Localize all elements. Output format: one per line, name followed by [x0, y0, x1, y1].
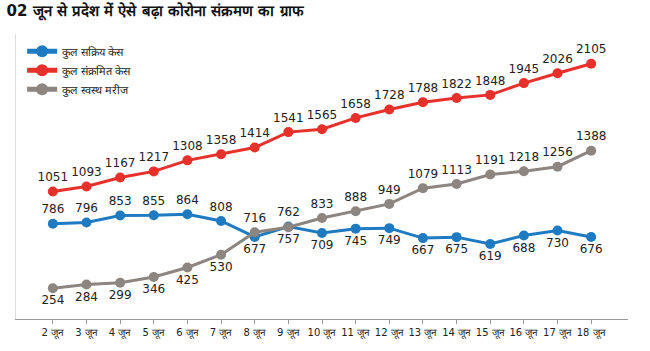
svg-text:745: 745 — [344, 234, 367, 248]
svg-text:688: 688 — [512, 241, 535, 255]
svg-text:786: 786 — [41, 202, 64, 216]
svg-text:1658: 1658 — [340, 97, 371, 111]
svg-text:1113: 1113 — [441, 163, 472, 177]
svg-text:675: 675 — [445, 242, 468, 256]
svg-text:7 जून: 7 जून — [210, 327, 233, 339]
svg-text:1093: 1093 — [71, 165, 102, 179]
svg-text:4 जून: 4 जून — [109, 327, 132, 339]
svg-text:709: 709 — [311, 238, 334, 252]
svg-text:1358: 1358 — [206, 133, 237, 147]
svg-text:677: 677 — [243, 242, 266, 256]
svg-text:796: 796 — [75, 201, 98, 215]
svg-text:3 जून: 3 जून — [75, 327, 98, 339]
svg-text:1388: 1388 — [576, 129, 607, 143]
svg-text:1414: 1414 — [239, 126, 270, 140]
svg-text:667: 667 — [411, 243, 434, 257]
svg-text:1308: 1308 — [172, 139, 203, 153]
svg-text:8 जून: 8 जून — [243, 327, 266, 339]
svg-text:15 जून: 15 जून — [476, 327, 505, 339]
svg-text:कुल सक्रिय केस: कुल सक्रिय केस — [62, 46, 124, 59]
svg-text:853: 853 — [109, 194, 132, 208]
svg-text:762: 762 — [277, 205, 300, 219]
svg-text:1256: 1256 — [542, 145, 573, 159]
svg-text:1565: 1565 — [307, 108, 338, 122]
svg-text:284: 284 — [75, 290, 98, 304]
svg-text:676: 676 — [580, 242, 603, 256]
svg-text:425: 425 — [176, 273, 199, 287]
svg-text:1945: 1945 — [509, 62, 540, 76]
svg-text:9 जून: 9 जून — [277, 327, 300, 339]
svg-text:730: 730 — [546, 236, 569, 250]
svg-text:17 जून: 17 जून — [543, 327, 572, 339]
svg-text:14 जून: 14 जून — [442, 327, 471, 339]
svg-text:1051: 1051 — [38, 170, 69, 184]
svg-text:कुल संक्रमित केस: कुल संक्रमित केस — [62, 65, 131, 78]
svg-text:2105: 2105 — [576, 42, 607, 56]
svg-text:1728: 1728 — [374, 88, 405, 102]
svg-text:716: 716 — [243, 211, 266, 225]
svg-text:2 जून: 2 जून — [42, 327, 65, 339]
svg-text:1079: 1079 — [408, 167, 439, 181]
svg-text:254: 254 — [41, 293, 64, 307]
svg-text:12 जून: 12 जून — [375, 327, 404, 339]
svg-text:6 जून: 6 जून — [176, 327, 199, 339]
svg-text:10 जून: 10 जून — [308, 327, 337, 339]
svg-text:कुल स्वस्थ मरीज: कुल स्वस्थ मरीज — [62, 84, 129, 97]
svg-text:833: 833 — [311, 197, 334, 211]
svg-text:02 जून से प्रदेश में ऐसे बढ़ा: 02 जून से प्रदेश में ऐसे बढ़ा कोरोना संक… — [7, 2, 305, 21]
svg-text:949: 949 — [378, 183, 401, 197]
svg-text:619: 619 — [479, 249, 502, 263]
svg-text:13 जून: 13 जून — [408, 327, 437, 339]
svg-text:18 जून: 18 जून — [577, 327, 606, 339]
svg-text:855: 855 — [142, 194, 165, 208]
svg-text:16 जून: 16 जून — [509, 327, 538, 339]
svg-text:299: 299 — [109, 288, 132, 302]
svg-text:5 जून: 5 जून — [143, 327, 166, 339]
svg-text:1191: 1191 — [475, 153, 506, 167]
svg-text:888: 888 — [344, 190, 367, 204]
svg-text:864: 864 — [176, 193, 199, 207]
svg-text:11 जून: 11 जून — [341, 327, 370, 339]
svg-text:530: 530 — [210, 260, 233, 274]
svg-text:757: 757 — [277, 232, 300, 246]
svg-text:749: 749 — [378, 233, 401, 247]
svg-text:1218: 1218 — [509, 150, 540, 164]
svg-text:808: 808 — [210, 200, 233, 214]
svg-text:2026: 2026 — [542, 52, 573, 66]
svg-text:1822: 1822 — [441, 77, 472, 91]
svg-text:1217: 1217 — [139, 150, 170, 164]
svg-text:346: 346 — [142, 282, 165, 296]
svg-text:1541: 1541 — [273, 111, 304, 125]
svg-text:1167: 1167 — [105, 156, 136, 170]
svg-text:1848: 1848 — [475, 74, 506, 88]
svg-text:1788: 1788 — [408, 81, 439, 95]
